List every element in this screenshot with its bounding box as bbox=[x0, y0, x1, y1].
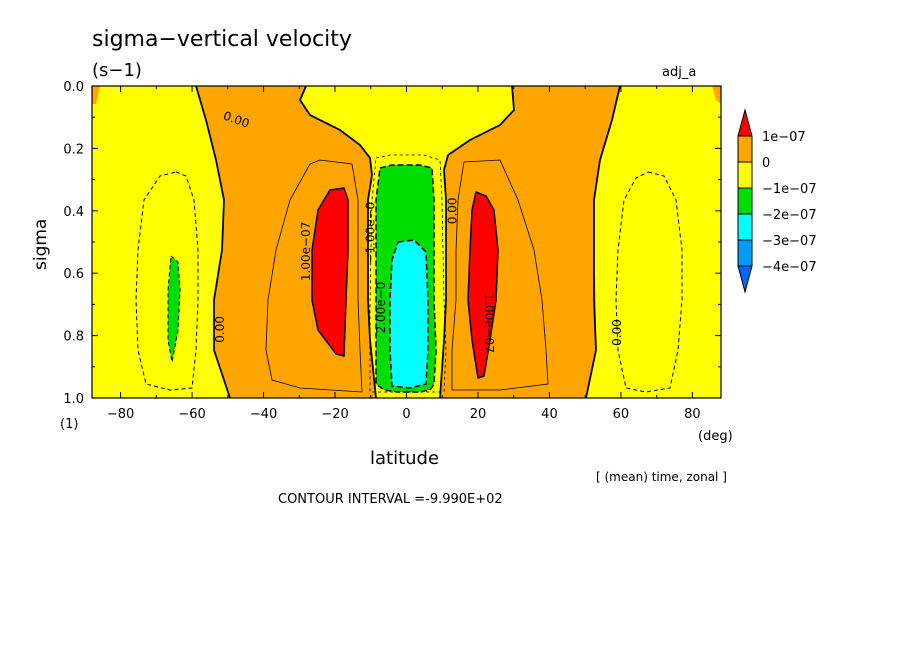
cyan-region-equator bbox=[389, 239, 429, 389]
colorbar-label: −1e−07 bbox=[762, 182, 817, 197]
x-axis-units: (deg) bbox=[698, 429, 733, 444]
run-label: adj_a bbox=[662, 65, 696, 80]
x-axis-label: latitude bbox=[370, 448, 439, 469]
y-tick-label: 0.2 bbox=[63, 142, 84, 157]
zero-contour-north bbox=[585, 85, 621, 399]
units-label: (s−1) bbox=[92, 60, 142, 81]
y-tick-label: 0.8 bbox=[63, 330, 84, 345]
dashed-contour-north bbox=[615, 171, 683, 393]
zero-contour-south bbox=[195, 85, 231, 399]
zero-contour-north-2 bbox=[439, 85, 515, 399]
x-tick-label: 0 bbox=[402, 407, 410, 422]
colorbar-label: −4e−07 bbox=[762, 260, 817, 275]
x-tick-label: −20 bbox=[321, 407, 348, 422]
colorbar-label: −3e−07 bbox=[762, 234, 817, 249]
contour-label: 2.00e−0 bbox=[374, 282, 388, 334]
solid-contour-north-inner bbox=[451, 159, 549, 391]
y-tick-label: 0.4 bbox=[63, 205, 84, 220]
colorbar-top-arrow bbox=[737, 108, 753, 137]
x-tick-label: 80 bbox=[684, 407, 701, 422]
contour-label: 1.00e−07 bbox=[482, 293, 496, 352]
contour-label: 0.00 bbox=[610, 319, 624, 346]
contour-label: 0.00 bbox=[446, 197, 460, 224]
contour-fills bbox=[92, 85, 721, 399]
x-tick-label: −80 bbox=[107, 407, 134, 422]
orange-corner-right bbox=[712, 86, 721, 104]
colorbar-swatch bbox=[737, 213, 753, 241]
green-region-south-patch bbox=[167, 254, 181, 363]
contour-interval-text: CONTOUR INTERVAL =-9.990E+02 bbox=[278, 492, 503, 507]
colorbar-swatch bbox=[737, 239, 753, 267]
contour-label: 0.00 bbox=[213, 316, 227, 343]
x-tick-label: −60 bbox=[178, 407, 205, 422]
y-tick-label: 0.0 bbox=[63, 80, 84, 95]
contour-labels: 0.00 0.00 1.00e−07 −1.00e−0 2.00e−0 0.00 1.00e… bbox=[213, 109, 624, 353]
red-region-north bbox=[467, 190, 499, 379]
x-tick-label: −40 bbox=[250, 407, 277, 422]
y-tick-label: 0.6 bbox=[63, 267, 84, 282]
dashed-contour-south bbox=[135, 171, 199, 391]
colorbar-label: 0 bbox=[762, 156, 770, 171]
y-tick-label: 1.0 bbox=[63, 392, 84, 407]
colorbar-swatch bbox=[737, 161, 753, 189]
y-axis-units: (1) bbox=[60, 417, 78, 432]
colorbar-label: −2e−07 bbox=[762, 208, 817, 223]
colorbar-swatch bbox=[737, 187, 753, 215]
x-tick-label: 40 bbox=[541, 407, 558, 422]
colorbar-label: 1e−07 bbox=[762, 130, 806, 145]
averaging-note: [ (mean) time, zonal ] bbox=[596, 470, 727, 484]
x-tick-label: 20 bbox=[470, 407, 487, 422]
colorbar: 1e−07 0 −1e−07 −2e−07 −3e−07 −4e−07 bbox=[737, 108, 817, 294]
axes: −80 −60 −40 −20 0 20 40 60 80 0.0 0.2 0.4 0.6 0.8 1.0 bbox=[63, 80, 721, 422]
red-region-south bbox=[311, 187, 349, 357]
x-tick-label: 60 bbox=[613, 407, 630, 422]
contour-label: 1.00e−07 bbox=[299, 222, 313, 281]
chart-title: sigma−vertical velocity bbox=[92, 27, 352, 52]
colorbar-swatch bbox=[737, 135, 753, 163]
colorbar-bottom-arrow bbox=[737, 265, 753, 294]
zero-contour-south-2 bbox=[298, 85, 377, 399]
y-axis-label: sigma bbox=[31, 219, 51, 270]
contour-label: −1.00e−0 bbox=[363, 202, 377, 264]
orange-corner-left bbox=[92, 86, 100, 104]
solid-contour-south-inner bbox=[265, 159, 363, 393]
